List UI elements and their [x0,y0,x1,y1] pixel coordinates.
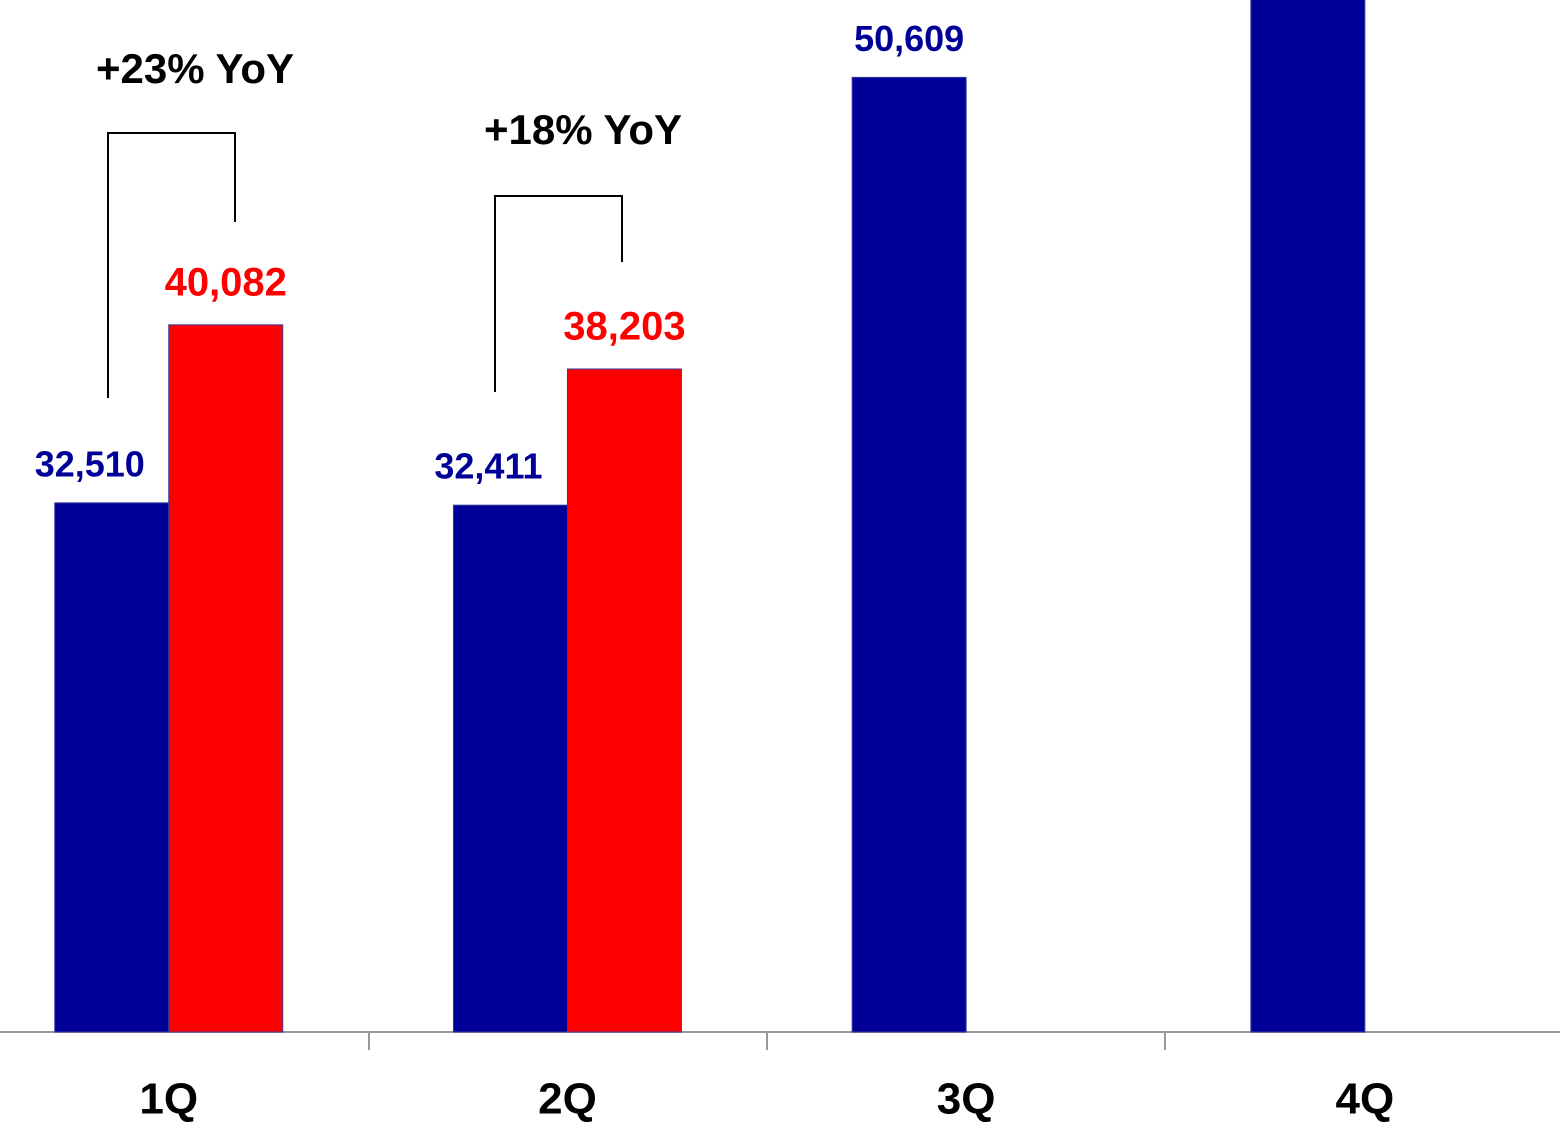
annotation: +18% YoY [484,106,682,153]
value-label: 38,203 [563,305,685,349]
bracket [107,132,236,398]
bar [566,368,682,1033]
bar [851,76,967,1033]
x-tick-label: 1Q [139,1075,198,1124]
bar [54,502,170,1033]
annotation: +23% YoY [96,45,294,92]
value-label: 50,609 [854,18,964,59]
bar [168,324,284,1033]
bar [452,504,568,1033]
bracket [494,195,623,392]
value-label: 32,510 [35,443,145,484]
x-tick-label: 2Q [538,1075,597,1124]
x-tick-label: 4Q [1335,1075,1394,1124]
bar [1250,0,1366,1033]
value-label: 32,411 [434,446,542,487]
value-label: 40,082 [165,260,287,304]
x-tick-label: 3Q [937,1075,996,1124]
